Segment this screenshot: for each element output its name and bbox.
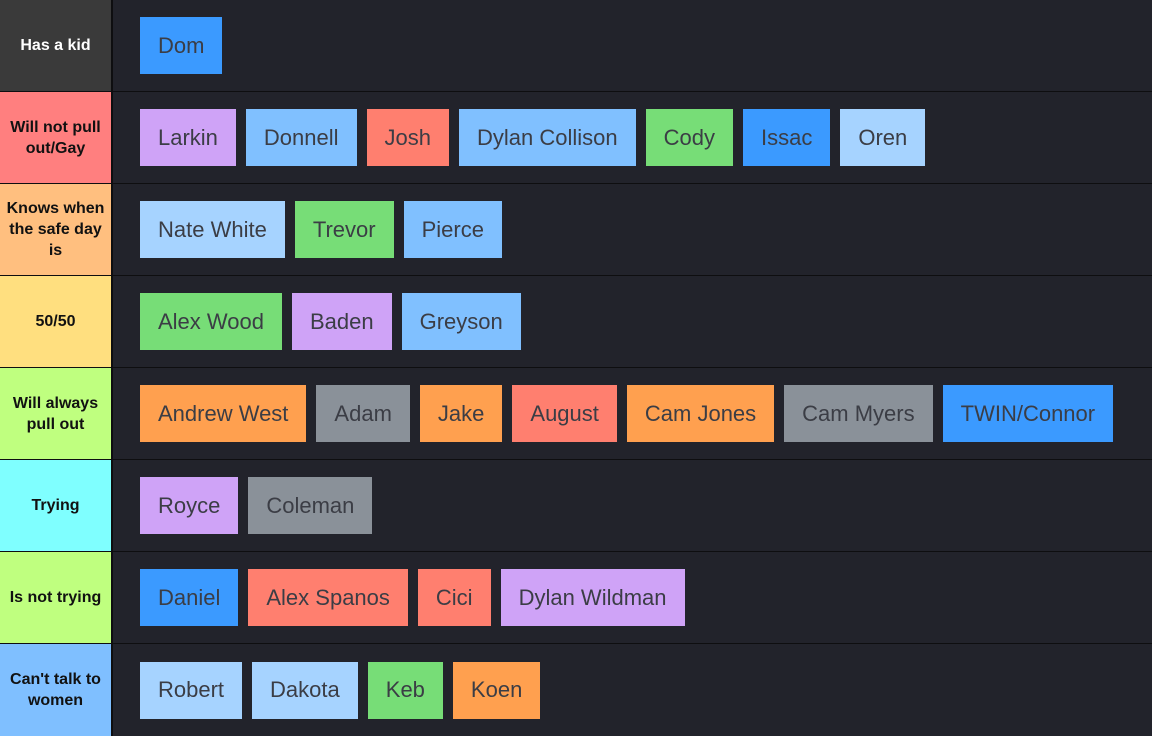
- tier-item: Pierce: [403, 201, 502, 258]
- tier-label: Knows when the safe day is: [0, 184, 113, 275]
- tier-label: Trying: [0, 460, 113, 551]
- tier-items: Alex Wood Baden Greyson: [113, 276, 521, 367]
- tier-item: Cici: [417, 569, 491, 626]
- tier-item: Alex Spanos: [248, 569, 408, 626]
- tier-item: TWIN/Connor: [942, 385, 1114, 442]
- tier-label: 50/50: [0, 276, 113, 367]
- tier-items: Nate White Trevor Pierce: [113, 184, 502, 275]
- tier-item: Keb: [367, 661, 443, 719]
- tier-item: Royce: [140, 477, 239, 534]
- tier-items: Daniel Alex Spanos Cici Dylan Wildman: [113, 552, 685, 643]
- tier-label: Will always pull out: [0, 368, 113, 459]
- tier-items: Larkin Donnell Josh Dylan Collison Cody Issac…: [113, 92, 926, 183]
- tier-item: Adam: [316, 385, 410, 442]
- tier-label: Can't talk to women: [0, 644, 113, 736]
- tier-item: Coleman: [248, 477, 373, 534]
- tier-items: Royce Coleman: [113, 460, 373, 551]
- tier-item: Robert: [140, 661, 243, 719]
- tier-items: Dom: [113, 0, 223, 91]
- tier-item: Dom: [140, 17, 223, 74]
- tier-item: Trevor: [294, 201, 394, 258]
- tier-label: Will not pull out/Gay: [0, 92, 113, 183]
- tier-row: Will always pull out Andrew West Adam Jake A…: [0, 368, 1152, 460]
- tier-row: Knows when the safe day is Nate White Trev…: [0, 184, 1152, 276]
- tier-item: Larkin: [140, 109, 236, 166]
- tier-label: Has a kid: [0, 0, 113, 91]
- tier-item: Dakota: [252, 661, 358, 719]
- tier-item: August: [512, 385, 617, 442]
- tier-item: Nate White: [140, 201, 285, 258]
- tier-item: Cam Jones: [626, 385, 775, 442]
- tier-label: Is not trying: [0, 552, 113, 643]
- tier-item: Dylan Wildman: [500, 569, 685, 626]
- tier-items: Robert Dakota Keb Koen: [113, 644, 541, 736]
- tier-item: Issac: [743, 109, 831, 166]
- tier-item: Greyson: [401, 293, 521, 350]
- tier-row: Has a kid Dom: [0, 0, 1152, 92]
- tier-row: Is not trying Daniel Alex Spanos Cici Dylan …: [0, 552, 1152, 644]
- tier-item: Daniel: [140, 569, 239, 626]
- tier-row: Will not pull out/Gay Larkin Donnell Josh Dy…: [0, 92, 1152, 184]
- tier-row: 50/50 Alex Wood Baden Greyson: [0, 276, 1152, 368]
- tier-item: Cam Myers: [784, 385, 933, 442]
- tier-item: Koen: [452, 661, 541, 719]
- tier-row: Can't talk to women Robert Dakota Keb Koen: [0, 644, 1152, 736]
- tier-item: Baden: [291, 293, 392, 350]
- tier-item: Jake: [419, 385, 503, 442]
- tier-item: Donnell: [245, 109, 357, 166]
- tier-items: Andrew West Adam Jake August Cam Jones Cam My…: [113, 368, 1114, 459]
- tier-item: Cody: [645, 109, 733, 166]
- tier-item: Alex Wood: [140, 293, 282, 350]
- tier-item: Oren: [840, 109, 926, 166]
- tier-item: Josh: [366, 109, 450, 166]
- tier-item: Andrew West: [140, 385, 307, 442]
- tier-item: Dylan Collison: [459, 109, 636, 166]
- tier-row: Trying Royce Coleman: [0, 460, 1152, 552]
